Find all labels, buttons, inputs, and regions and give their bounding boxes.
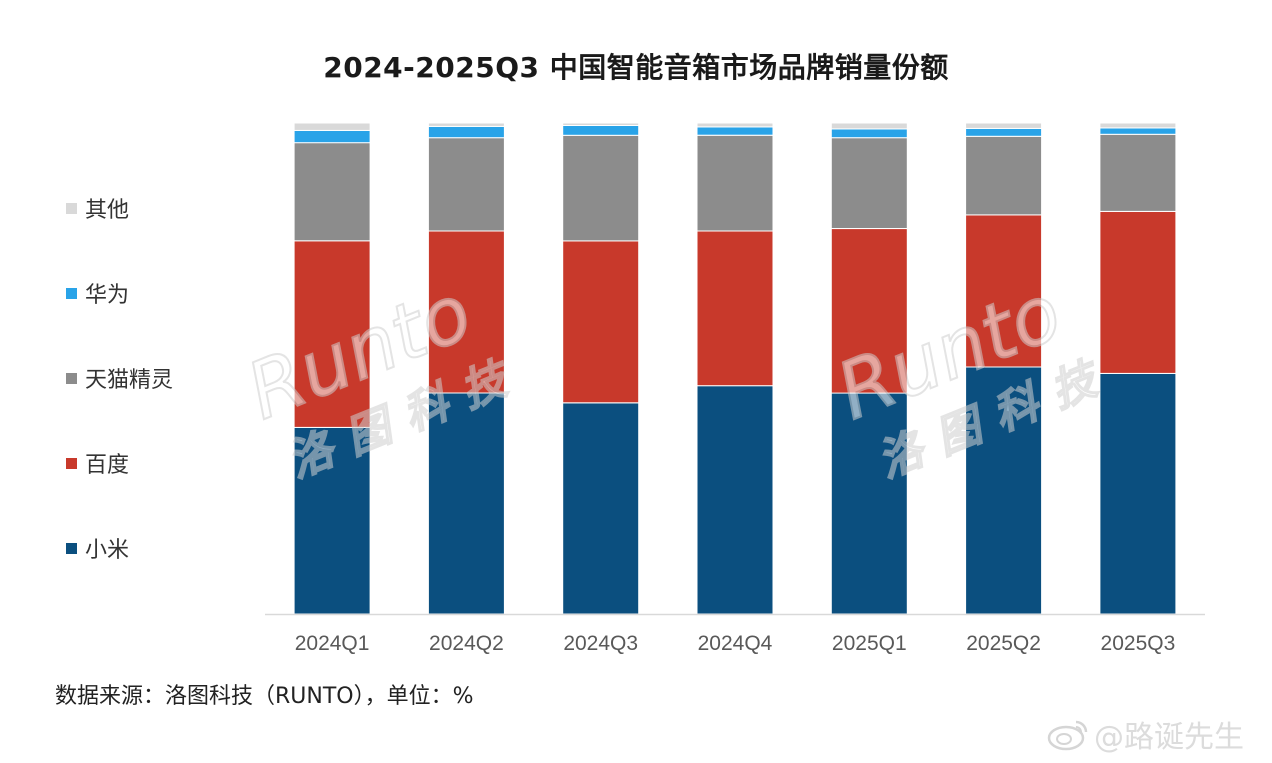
bar-segment-2024Q1-3 (293, 129, 371, 144)
bar-segment-2024Q4-3 (696, 126, 774, 136)
legend-swatch (66, 457, 77, 469)
bar-segment-2024Q2-2 (427, 137, 505, 232)
source-note: 数据来源：洛图科技（RUNTO），单位：% (55, 684, 474, 709)
bar-segment-2025Q2-4 (965, 122, 1043, 129)
bar-segment-2024Q1-4 (293, 122, 371, 131)
x-tick-label: 2024Q4 (698, 632, 773, 655)
x-tick-label: 2024Q1 (295, 632, 370, 655)
legend-label: 小米 (85, 538, 130, 563)
legend: 其他华为天猫精灵百度小米 (66, 0, 266, 600)
x-tick-label: 2025Q2 (966, 632, 1041, 655)
x-tick-label: 2024Q2 (429, 632, 504, 655)
bar-segment-2025Q2-2 (965, 135, 1043, 216)
x-tick-label: 2025Q1 (832, 632, 907, 655)
bar-segment-2024Q2-3 (427, 125, 505, 139)
bar-segment-2025Q2-3 (965, 127, 1043, 137)
bar-segment-2025Q3-3 (1099, 127, 1177, 135)
legend-swatch (66, 202, 77, 214)
bar-segment-2024Q4-0 (696, 385, 774, 615)
bar-segment-2024Q1-0 (293, 426, 371, 615)
chart-title: 2024-2025Q3 中国智能音箱市场品牌销量份额 (323, 51, 949, 84)
legend-label: 天猫精灵 (85, 368, 174, 393)
bar-segment-2025Q3-1 (1099, 210, 1177, 374)
bar-segment-2024Q1-1 (293, 240, 371, 428)
bar-segment-2024Q4-2 (696, 134, 774, 232)
weibo-icon (1047, 720, 1088, 751)
legend-label: 百度 (85, 453, 130, 478)
bar-segment-2025Q1-0 (830, 392, 908, 615)
bar-segment-2024Q2-0 (427, 392, 505, 615)
legend-item: 华为 (66, 277, 129, 309)
bar-segment-2024Q4-4 (696, 122, 774, 128)
bar-segment-2024Q3-2 (562, 134, 640, 242)
bar-segment-2024Q3-0 (562, 402, 640, 615)
bar-segment-2024Q1-2 (293, 142, 371, 242)
weibo-handle: @路诞先生 (1094, 720, 1244, 755)
bar-segment-2025Q2-1 (965, 214, 1043, 368)
weibo-watermark: @路诞先生 (1046, 712, 1244, 756)
legend-item: 天猫精灵 (66, 362, 173, 394)
x-tick-label: 2024Q3 (563, 632, 638, 655)
bar-segment-2025Q1-3 (830, 128, 908, 139)
legend-item: 百度 (66, 447, 129, 479)
legend-swatch (66, 287, 77, 299)
bar-segment-2024Q3-4 (562, 122, 640, 126)
bar-segment-2025Q3-4 (1099, 122, 1177, 129)
x-tick-label: 2025Q3 (1101, 632, 1176, 655)
bar-segment-2024Q3-1 (562, 240, 640, 404)
bar-segment-2025Q1-4 (830, 122, 908, 130)
legend-swatch (66, 372, 77, 384)
bar-segment-2025Q3-0 (1099, 372, 1177, 615)
bar-segment-2025Q1-1 (830, 228, 908, 394)
bar-segment-2024Q4-1 (696, 230, 774, 387)
bar-segment-2025Q3-2 (1099, 133, 1177, 212)
legend-label: 其他 (85, 198, 130, 223)
bar-segment-2025Q2-0 (965, 366, 1043, 615)
legend-swatch (66, 542, 77, 554)
legend-item: 其他 (66, 192, 129, 224)
legend-label: 华为 (85, 283, 130, 308)
bar-segment-2024Q3-3 (562, 125, 640, 136)
bar-segment-2024Q2-4 (427, 122, 505, 127)
bar-segment-2025Q1-2 (830, 137, 908, 229)
legend-item: 小米 (66, 532, 129, 564)
